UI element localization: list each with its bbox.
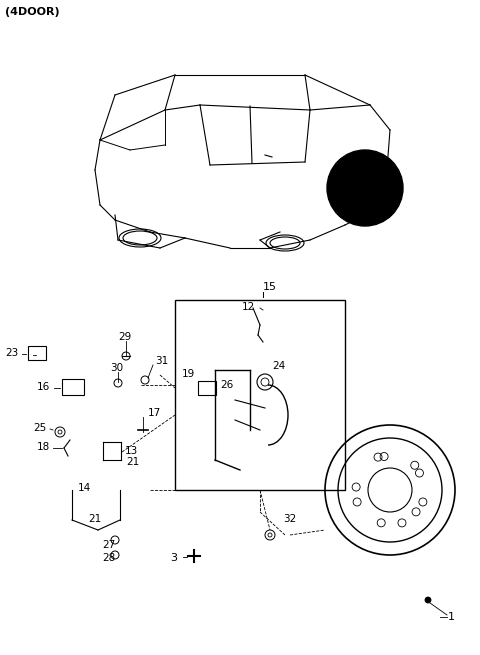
Text: (4DOOR): (4DOOR) xyxy=(5,7,60,17)
Text: 12: 12 xyxy=(242,302,255,312)
Text: 21: 21 xyxy=(88,514,101,524)
Text: 32: 32 xyxy=(283,514,296,524)
Bar xyxy=(175,300,345,490)
Text: 24: 24 xyxy=(272,361,285,371)
Text: 19: 19 xyxy=(182,369,195,379)
Bar xyxy=(198,381,216,395)
Bar xyxy=(28,346,46,360)
Text: 23: 23 xyxy=(5,348,18,358)
Text: 26: 26 xyxy=(220,380,233,390)
Circle shape xyxy=(425,597,431,603)
Bar xyxy=(62,379,84,395)
Text: 13: 13 xyxy=(125,446,138,456)
Text: 16: 16 xyxy=(37,382,50,392)
Text: 28: 28 xyxy=(102,553,115,563)
Text: 30: 30 xyxy=(110,363,123,373)
Text: 14: 14 xyxy=(78,483,91,493)
Text: 3: 3 xyxy=(170,553,177,563)
Circle shape xyxy=(327,150,403,226)
Text: 25: 25 xyxy=(34,423,47,433)
Text: 21: 21 xyxy=(126,457,139,467)
Text: 29: 29 xyxy=(118,332,131,342)
Text: 1: 1 xyxy=(448,612,455,622)
Text: 31: 31 xyxy=(155,356,168,366)
Text: 15: 15 xyxy=(263,282,277,292)
Text: 18: 18 xyxy=(37,442,50,452)
Text: 17: 17 xyxy=(148,408,161,418)
Text: 27: 27 xyxy=(102,540,115,550)
